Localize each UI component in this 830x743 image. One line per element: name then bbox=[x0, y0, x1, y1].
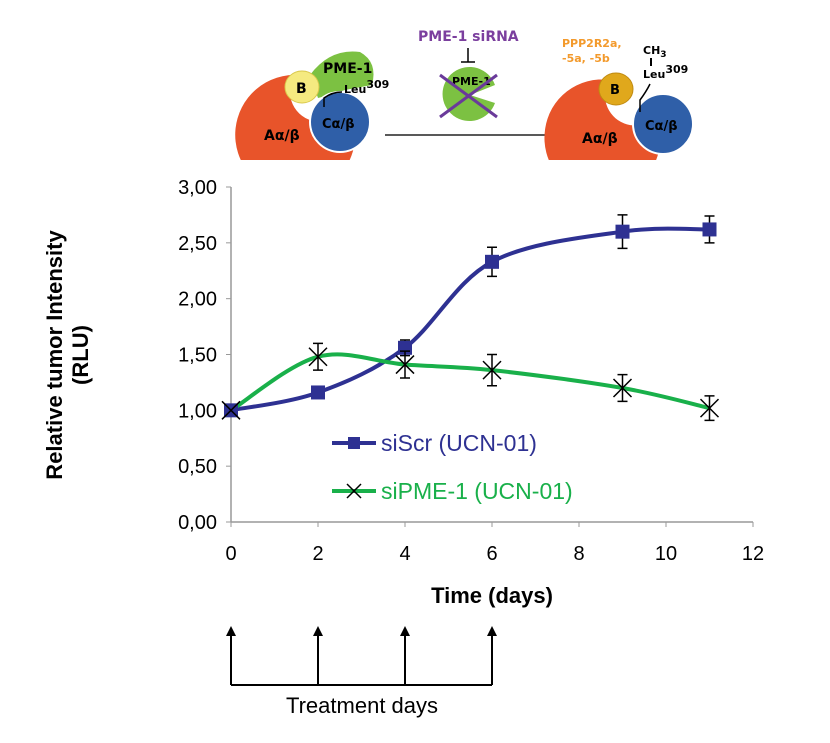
x-tick-label: 12 bbox=[742, 543, 764, 565]
x-tick-label: 2 bbox=[312, 543, 323, 565]
c-label: Cα/β bbox=[645, 119, 678, 134]
y-tick-label: 2,50 bbox=[178, 233, 217, 255]
data-point-siscr bbox=[398, 340, 412, 355]
x-tick-label: 8 bbox=[573, 543, 584, 565]
a-label: Aα/β bbox=[582, 131, 618, 147]
leu-label: Leu309 bbox=[344, 78, 389, 96]
b-subunit-shape bbox=[284, 70, 320, 104]
a-label: Aα/β bbox=[264, 128, 300, 144]
legend-label-sipme1: siPME-1 (UCN-01) bbox=[381, 478, 573, 504]
y-tick-label: 0,00 bbox=[178, 512, 217, 534]
ppp2r2-label-2: -5a, -5b bbox=[562, 52, 610, 65]
data-point-siscr bbox=[702, 222, 717, 237]
error-bar-siscr bbox=[400, 339, 410, 357]
data-point-sipme1 bbox=[221, 400, 241, 420]
ppp2r2-label-1: PPP2R2a, bbox=[562, 37, 622, 50]
data-point-sipme1 bbox=[612, 378, 633, 398]
data-point-siscr bbox=[224, 403, 238, 418]
sirna-label: PME-1 siRNA bbox=[418, 29, 519, 45]
pme1-shape bbox=[310, 51, 374, 98]
data-point-sipme1 bbox=[482, 360, 502, 380]
sirna-knockdown: PME-1 siRNA PME-1 bbox=[385, 29, 562, 139]
c-subunit-shape bbox=[632, 93, 694, 155]
treatment-arrowhead bbox=[313, 626, 323, 636]
y-tick-label: 2,00 bbox=[178, 289, 217, 311]
treatment-arrowhead bbox=[487, 626, 497, 636]
b-label: B bbox=[296, 81, 307, 97]
legend-marker-sipme1 bbox=[346, 483, 362, 499]
y-tick-label: 1,00 bbox=[178, 400, 217, 422]
pme1-label: PME-1 bbox=[452, 75, 491, 88]
data-point-sipme1 bbox=[395, 355, 415, 375]
y-tick-label: 0,50 bbox=[178, 456, 217, 478]
x-tick-label: 0 bbox=[225, 543, 236, 565]
pme1-label: PME-1 bbox=[323, 61, 372, 77]
error-bar-sipme1 bbox=[487, 353, 497, 387]
error-bar-siscr bbox=[313, 386, 323, 399]
y-tick-label: 1,50 bbox=[178, 345, 217, 367]
right-complex: PPP2R2a, -5a, -5b CH3 Leu309 B Cα/β Aα/β bbox=[544, 37, 694, 160]
series-line-siscr bbox=[230, 226, 710, 413]
treatment-arrows bbox=[226, 626, 497, 686]
y-tick-label: 3,00 bbox=[178, 177, 217, 199]
data-point-siscr bbox=[485, 254, 499, 269]
legend: siScr (UCN-01) siPME-1 (UCN-01) bbox=[332, 430, 573, 504]
error-bar-siscr bbox=[617, 214, 628, 250]
error-bar-siscr bbox=[487, 246, 497, 278]
treatment-arrowhead bbox=[400, 626, 410, 636]
ch3-label: CH3 bbox=[643, 44, 667, 60]
data-point-sipme1 bbox=[699, 398, 720, 418]
x-tick-label: 6 bbox=[486, 543, 497, 565]
legend-marker-siscr bbox=[348, 437, 360, 449]
data-point-siscr bbox=[311, 385, 325, 400]
treatment-arrowhead bbox=[226, 626, 236, 636]
x-tick-label: 10 bbox=[655, 543, 677, 565]
b-label: B bbox=[610, 83, 620, 98]
pp2a-diagram: B PME-1 Leu309 Cα/β Aα/β PME-1 siRNA PME… bbox=[235, 29, 694, 160]
y-axis-title-2: (RLU) bbox=[68, 325, 93, 385]
data-point-sipme1 bbox=[308, 347, 328, 367]
x-axis-title: Time (days) bbox=[431, 583, 553, 608]
error-bar-sipme1 bbox=[704, 395, 715, 422]
b-subunit-shape bbox=[598, 72, 634, 106]
y-axis-title-1: Relative tumor Intensity bbox=[42, 230, 67, 480]
error-bar-sipme1 bbox=[400, 350, 410, 379]
legend-label-siscr: siScr (UCN-01) bbox=[381, 430, 537, 456]
error-bar-sipme1 bbox=[313, 342, 323, 371]
error-bar-sipme1 bbox=[617, 373, 628, 403]
c-label: Cα/β bbox=[322, 117, 355, 132]
series-line-sipme1 bbox=[229, 352, 710, 413]
treatment-label: Treatment days bbox=[286, 693, 438, 718]
x-tick-label: 4 bbox=[399, 543, 410, 565]
leu-label: Leu309 bbox=[643, 63, 688, 81]
a-subunit-shape bbox=[544, 79, 660, 160]
data-point-siscr bbox=[615, 224, 630, 239]
left-complex: B PME-1 Leu309 Cα/β Aα/β bbox=[235, 51, 389, 160]
error-bar-siscr bbox=[704, 215, 715, 244]
